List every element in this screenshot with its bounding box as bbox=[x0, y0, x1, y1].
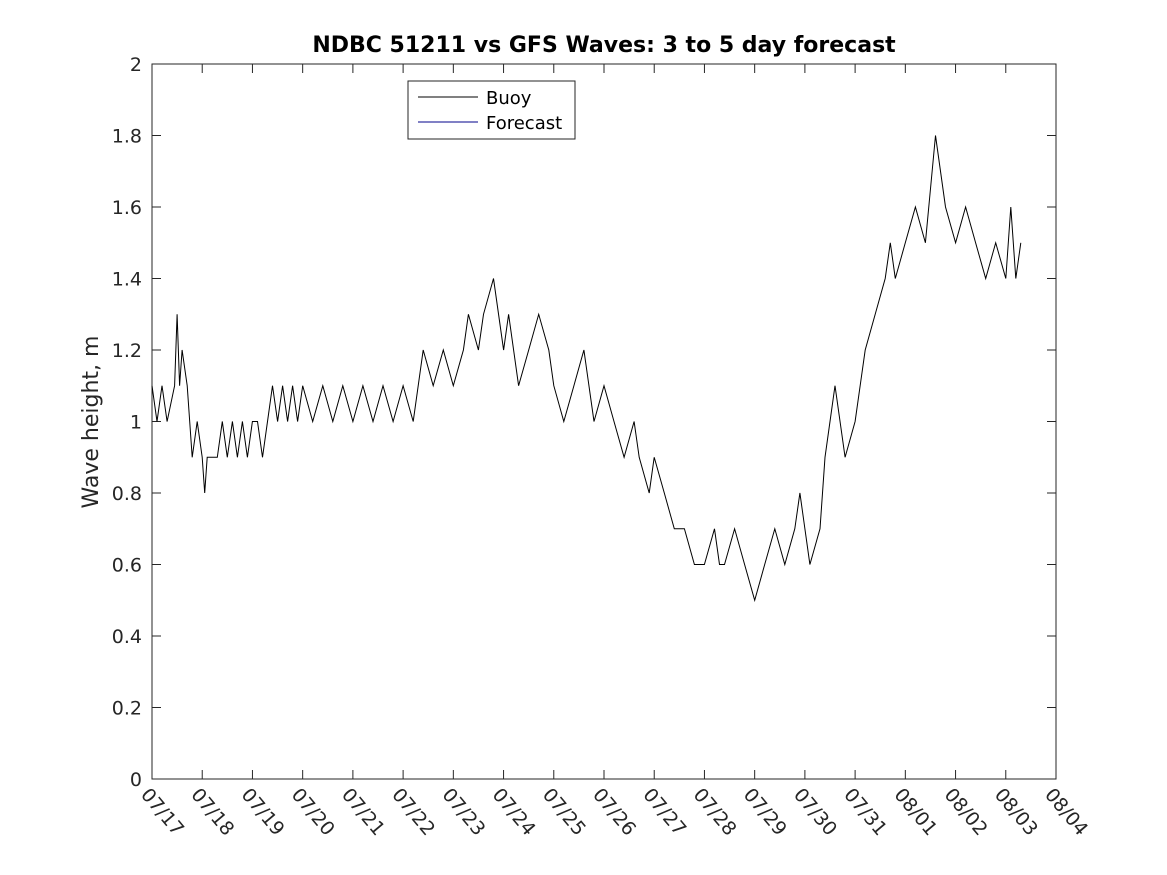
series-line-buoy bbox=[151, 135, 1022, 603]
y-tick-label: 0 bbox=[130, 769, 142, 791]
y-tick-label: 0.4 bbox=[112, 626, 142, 648]
plot-area bbox=[151, 63, 1057, 780]
legend-label-forecast: Forecast bbox=[486, 113, 562, 134]
legend-label-buoy: Buoy bbox=[486, 88, 532, 109]
y-axis-ticks: 0 0.2 0.4 0.6 0.8 1 1.2 1.4 1.6 1.8 2 bbox=[112, 54, 1056, 791]
chart-title: NDBC 51211 vs GFS Waves: 3 to 5 day fore… bbox=[312, 33, 896, 58]
y-tick-label: 1 bbox=[130, 412, 142, 434]
y-axis-label: Wave height, m bbox=[79, 336, 104, 509]
y-tick-label: 1.2 bbox=[112, 340, 142, 362]
y-tick-label: 0.6 bbox=[112, 555, 142, 577]
legend-box bbox=[407, 80, 576, 140]
y-tick-label: 0.2 bbox=[112, 698, 142, 720]
legend: Buoy Forecast bbox=[407, 80, 576, 140]
series-layer bbox=[151, 135, 1022, 603]
y-tick-label: 1.4 bbox=[112, 269, 142, 291]
y-tick-label: 1.6 bbox=[112, 197, 142, 219]
y-tick-label: 2 bbox=[130, 54, 142, 76]
y-tick-label: 0.8 bbox=[112, 483, 142, 505]
y-tick-label: 1.8 bbox=[112, 126, 142, 148]
